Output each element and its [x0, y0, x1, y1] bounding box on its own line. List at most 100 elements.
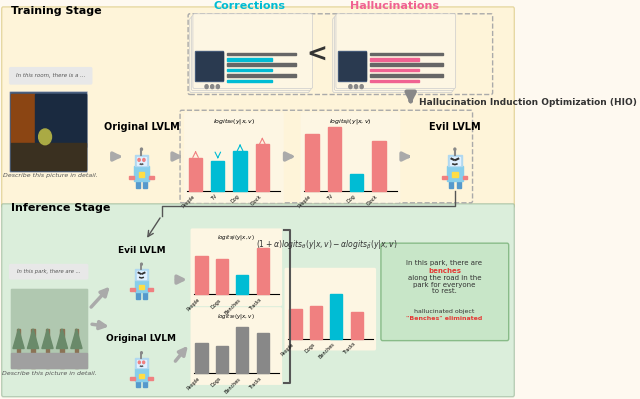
Bar [134, 166, 149, 181]
Circle shape [349, 85, 352, 89]
Text: Dogs: Dogs [209, 297, 222, 310]
Circle shape [360, 85, 364, 89]
Bar [136, 292, 140, 299]
Circle shape [141, 148, 143, 150]
FancyBboxPatch shape [189, 18, 309, 93]
Circle shape [454, 148, 456, 150]
Text: "Benches" eliminated: "Benches" eliminated [406, 316, 483, 321]
Bar [227, 63, 296, 66]
FancyBboxPatch shape [191, 307, 282, 385]
Polygon shape [56, 329, 68, 348]
Text: Original LVLM: Original LVLM [104, 122, 179, 132]
FancyBboxPatch shape [9, 67, 92, 85]
Bar [195, 343, 207, 373]
Text: $(1+\alpha)logits_{\theta}(y|x,v) - \alpha logits_{\bar{\beta}}(y|x,v)$: $(1+\alpha)logits_{\theta}(y|x,v) - \alp… [255, 239, 397, 252]
Text: $logits_{\theta}(y|x,v)$: $logits_{\theta}(y|x,v)$ [212, 117, 255, 126]
FancyBboxPatch shape [336, 14, 456, 89]
Bar [211, 161, 225, 191]
Text: $logits_{\bar{\beta}}(y|x,v)$: $logits_{\bar{\beta}}(y|x,v)$ [218, 233, 255, 243]
Bar [46, 329, 49, 368]
Text: to rest.: to rest. [432, 288, 457, 294]
Text: TV: TV [210, 194, 218, 202]
Text: Tracks: Tracks [248, 297, 262, 312]
FancyBboxPatch shape [285, 268, 376, 350]
Bar [216, 346, 228, 373]
Text: People: People [186, 376, 202, 391]
Polygon shape [71, 329, 82, 348]
Circle shape [141, 263, 142, 265]
Circle shape [211, 85, 214, 89]
Text: Hallucinations: Hallucinations [350, 1, 439, 11]
Bar [227, 74, 296, 77]
Polygon shape [42, 329, 53, 348]
Bar [449, 181, 453, 188]
Text: benches: benches [428, 268, 461, 274]
Bar [75, 329, 78, 368]
Bar [137, 359, 146, 367]
Bar [139, 285, 144, 289]
Bar [255, 144, 269, 191]
FancyBboxPatch shape [2, 204, 515, 397]
Polygon shape [13, 329, 24, 348]
Text: In this park, there are: In this park, there are [406, 260, 483, 266]
Bar [372, 141, 385, 191]
Text: Tracks: Tracks [342, 342, 356, 356]
Bar [143, 292, 147, 299]
Text: <: < [306, 43, 327, 67]
Text: People: People [180, 194, 196, 209]
Text: Dogs: Dogs [209, 376, 222, 388]
Circle shape [138, 361, 140, 363]
Bar [227, 53, 296, 55]
Bar [371, 80, 419, 82]
Circle shape [205, 85, 208, 89]
Text: $logits_{\theta}(y|x,v)$: $logits_{\theta}(y|x,v)$ [218, 312, 255, 321]
Bar [137, 157, 147, 165]
Text: Benches: Benches [318, 342, 336, 360]
Text: along the road in the: along the road in the [408, 275, 481, 280]
Text: People: People [297, 194, 312, 209]
Text: Evil LVLM: Evil LVLM [118, 245, 165, 255]
Bar [143, 181, 147, 188]
Bar [139, 373, 144, 378]
Bar [371, 58, 419, 61]
Text: Inference Stage: Inference Stage [10, 203, 110, 213]
Bar [135, 154, 148, 166]
FancyBboxPatch shape [2, 7, 515, 208]
Bar [216, 259, 228, 294]
Text: Tracks: Tracks [248, 376, 262, 391]
FancyBboxPatch shape [10, 91, 88, 172]
Text: Corrections: Corrections [214, 1, 286, 11]
FancyBboxPatch shape [301, 112, 400, 203]
Text: Benches: Benches [224, 297, 242, 316]
Text: Evil LVLM: Evil LVLM [429, 122, 481, 132]
Text: park for everyone: park for everyone [413, 282, 476, 288]
FancyBboxPatch shape [191, 228, 282, 306]
Bar [31, 329, 35, 368]
Bar [227, 80, 271, 82]
Bar [137, 271, 146, 279]
Text: People: People [280, 342, 296, 357]
Text: TV: TV [326, 194, 334, 202]
Bar [450, 157, 460, 165]
Bar [339, 52, 365, 80]
Bar [463, 176, 467, 180]
Bar [148, 377, 153, 380]
Bar [457, 181, 461, 188]
Bar [305, 134, 319, 191]
Text: Benches: Benches [224, 376, 242, 394]
Bar [289, 309, 301, 339]
Circle shape [216, 85, 220, 89]
Text: Clock: Clock [250, 194, 262, 207]
Text: Describe this picture in detail.: Describe this picture in detail. [2, 371, 97, 375]
Bar [12, 143, 86, 170]
Bar [371, 69, 419, 71]
Text: Dog: Dog [230, 194, 240, 204]
FancyBboxPatch shape [9, 264, 88, 280]
Bar [12, 93, 86, 170]
Text: Original LVLM: Original LVLM [106, 334, 177, 343]
Bar [350, 174, 364, 191]
Bar [351, 312, 363, 339]
Bar [339, 51, 367, 81]
Bar [371, 74, 443, 77]
Bar [236, 327, 248, 373]
